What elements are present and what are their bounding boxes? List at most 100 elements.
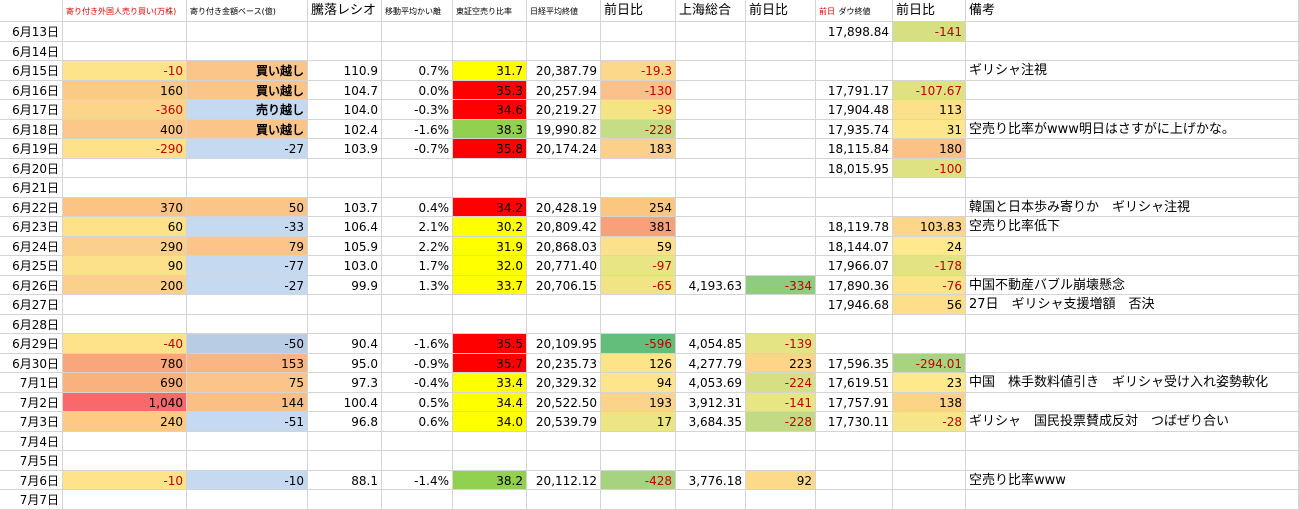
data-cell [187, 158, 308, 178]
data-cell [308, 41, 382, 61]
data-cell: 126 [601, 353, 676, 373]
data-cell [187, 22, 308, 42]
data-cell [676, 236, 746, 256]
data-cell [308, 431, 382, 451]
data-cell: 17,619.51 [816, 373, 893, 393]
data-cell: -360 [63, 100, 187, 120]
data-cell: 韓国と日本歩み寄りか ギリシャ注視 [966, 197, 1299, 217]
header-cell: 東証空売り比率 [453, 0, 527, 22]
data-cell: -228 [601, 119, 676, 139]
data-cell [746, 41, 816, 61]
data-cell [187, 295, 308, 315]
data-cell [676, 431, 746, 451]
data-cell [63, 314, 187, 334]
data-cell: 38.2 [453, 470, 527, 490]
data-cell: 400 [63, 119, 187, 139]
data-cell [527, 431, 601, 451]
data-cell: 1.7% [382, 256, 453, 276]
data-cell [676, 61, 746, 81]
data-cell: 20,522.50 [527, 392, 601, 412]
data-cell [816, 41, 893, 61]
data-cell [816, 61, 893, 81]
date-cell: 6月14日 [0, 41, 63, 61]
data-cell: 92 [746, 470, 816, 490]
data-cell [966, 178, 1299, 198]
data-cell: -10 [63, 61, 187, 81]
data-cell [63, 431, 187, 451]
data-cell [816, 178, 893, 198]
data-cell: -141 [746, 392, 816, 412]
data-cell: 240 [63, 412, 187, 432]
data-cell: 17,890.36 [816, 275, 893, 295]
header-text: ダウ終値 [838, 7, 871, 16]
data-cell: 95.0 [308, 353, 382, 373]
header-cell: 前日比 [893, 0, 966, 22]
data-cell [308, 22, 382, 42]
data-cell: 27日 ギリシャ支援増額 否決 [966, 295, 1299, 315]
data-cell: 690 [63, 373, 187, 393]
data-cell: 223 [746, 353, 816, 373]
data-cell: 75 [187, 373, 308, 393]
data-cell: 59 [601, 236, 676, 256]
data-cell [966, 353, 1299, 373]
date-cell: 7月1日 [0, 373, 63, 393]
data-cell: 33.7 [453, 275, 527, 295]
data-cell: 17,904.48 [816, 100, 893, 120]
data-cell [676, 217, 746, 237]
data-cell: 中国不動産バブル崩壊懸念 [966, 275, 1299, 295]
header-text: 日経平均終値 [530, 7, 578, 16]
data-cell: 空売り比率低下 [966, 217, 1299, 237]
date-cell: 6月19日 [0, 139, 63, 159]
data-cell: -65 [601, 275, 676, 295]
header-text: 騰落レシオ [311, 3, 377, 18]
data-cell [966, 41, 1299, 61]
data-cell: 0.6% [382, 412, 453, 432]
data-cell: 31.9 [453, 236, 527, 256]
data-cell: 34.0 [453, 412, 527, 432]
data-cell: 30.2 [453, 217, 527, 237]
data-cell: 35.7 [453, 353, 527, 373]
data-cell [308, 314, 382, 334]
data-cell [308, 295, 382, 315]
date-cell: 7月4日 [0, 431, 63, 451]
data-cell: 3,912.31 [676, 392, 746, 412]
header-cell: 前日比 [746, 0, 816, 22]
header-cell: 寄り付き外国人売り買い(万株) [63, 0, 187, 22]
data-cell: 0.5% [382, 392, 453, 412]
data-cell: -1.6% [382, 334, 453, 354]
data-cell: 103.9 [308, 139, 382, 159]
data-cell [966, 139, 1299, 159]
data-cell: -130 [601, 80, 676, 100]
data-cell [966, 22, 1299, 42]
data-cell [63, 295, 187, 315]
header-prefix: 前日 [819, 7, 835, 16]
data-cell: 34.6 [453, 100, 527, 120]
data-cell [601, 158, 676, 178]
data-cell: -139 [746, 334, 816, 354]
data-cell [601, 295, 676, 315]
data-cell [63, 178, 187, 198]
data-cell [676, 314, 746, 334]
data-cell [382, 295, 453, 315]
data-cell: 88.1 [308, 470, 382, 490]
data-cell [966, 490, 1299, 510]
data-cell [527, 22, 601, 42]
date-cell: 7月3日 [0, 412, 63, 432]
header-text: 寄り付き外国人売り買い(万株) [66, 7, 177, 16]
data-cell [382, 314, 453, 334]
data-cell [816, 431, 893, 451]
data-cell [893, 61, 966, 81]
data-cell: 中国 株手数料値引き ギリシャ受け入れ姿勢軟化 [966, 373, 1299, 393]
data-cell [601, 431, 676, 451]
data-cell [527, 451, 601, 471]
data-cell: 24 [893, 236, 966, 256]
data-cell: 99.9 [308, 275, 382, 295]
data-cell: 96.8 [308, 412, 382, 432]
data-cell [966, 80, 1299, 100]
header-text: 前日比 [896, 3, 936, 18]
data-cell [966, 100, 1299, 120]
data-cell [893, 334, 966, 354]
data-cell [816, 314, 893, 334]
header-cell: 移動平均かい離 [382, 0, 453, 22]
data-cell [453, 178, 527, 198]
